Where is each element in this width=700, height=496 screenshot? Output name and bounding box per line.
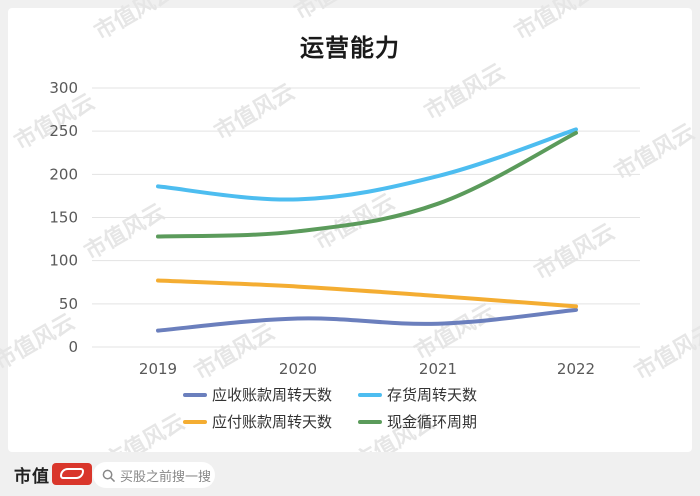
- brand-name: 市值: [14, 466, 50, 487]
- search-icon: [102, 469, 115, 482]
- watermark-text: 市值风云: [100, 409, 189, 452]
- series-line: [156, 307, 578, 333]
- legend-label: 存货周转天数: [387, 386, 477, 404]
- y-axis: 0 50 100 150 200 250 300: [49, 79, 78, 356]
- y-tick-label: 0: [68, 338, 78, 356]
- watermark-text: 市值风云: [410, 299, 499, 366]
- watermark-text: 市值风云: [420, 59, 509, 126]
- y-tick-label: 200: [49, 165, 78, 183]
- series-line: [156, 130, 578, 239]
- brand-logo-area: 市值: [14, 462, 92, 487]
- chart-card: [8, 8, 692, 452]
- watermark-text: 市值风云: [630, 319, 700, 386]
- watermark-text: 市值风云: [530, 219, 619, 286]
- x-tick-label: 2019: [139, 360, 177, 378]
- y-tick-label: 100: [49, 252, 78, 270]
- watermark-text: 市值风云: [190, 319, 279, 386]
- watermark-text: 市值风云: [290, 0, 379, 25]
- watermark-text: 市值风云: [510, 0, 599, 45]
- legend-label: 现金循环周期: [387, 413, 477, 431]
- grid-lines: [92, 87, 640, 348]
- watermark-text: 市值风云: [80, 199, 169, 266]
- legend-label: 应付账款周转天数: [212, 413, 332, 431]
- series-lines: [156, 127, 578, 333]
- y-tick-label: 250: [49, 122, 78, 140]
- search-placeholder: 买股之前搜一搜: [120, 469, 212, 485]
- x-axis: 2019 2020 2021 2022: [139, 360, 595, 378]
- x-tick-label: 2021: [419, 360, 457, 378]
- y-tick-label: 300: [49, 79, 78, 97]
- footer-bar: 市值 买股之前搜一搜: [0, 452, 700, 496]
- watermark-text: 市值风云: [210, 79, 299, 146]
- watermark-text: 市值风云: [90, 0, 179, 45]
- chart-title: 运营能力: [300, 34, 400, 62]
- y-tick-label: 150: [49, 209, 78, 227]
- watermark-text: 市值风云: [610, 119, 699, 186]
- search-box[interactable]: 买股之前搜一搜: [93, 462, 215, 488]
- watermark-text: 市值风云: [0, 309, 79, 376]
- series-line: [156, 127, 578, 202]
- x-tick-label: 2020: [279, 360, 317, 378]
- series-line: [156, 278, 578, 309]
- y-tick-label: 50: [59, 295, 78, 313]
- legend-label: 应收账款周转天数: [212, 386, 332, 404]
- x-tick-label: 2022: [557, 360, 595, 378]
- brand-logo-icon: [52, 463, 92, 485]
